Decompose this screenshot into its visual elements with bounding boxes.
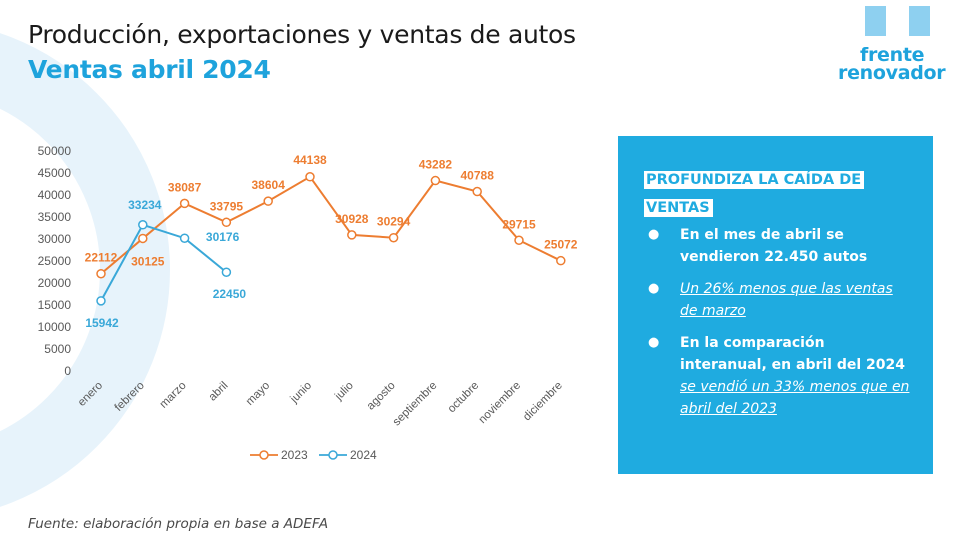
y-axis: 0 5000 10000 15000 20000 25000 30000 35000 40000…	[38, 144, 72, 378]
data-label-2023-junio: 44138	[293, 153, 327, 167]
data-label-2023-diciembre: 25072	[544, 238, 578, 252]
page-title: Producción, exportaciones y ventas de au…	[28, 20, 576, 49]
data-point-2023-agosto[interactable]	[388, 232, 399, 243]
x-tick-label: marzo	[158, 380, 189, 411]
x-tick-label: diciembre	[521, 380, 565, 424]
series-line-2023	[100, 175, 562, 275]
y-tick-label: 35000	[38, 210, 72, 224]
data-label-2023-noviembre: 29715	[502, 217, 536, 231]
y-tick-label: 5000	[44, 342, 71, 356]
info-bullet-text: En el mes de abril se vendieron 22.450 a…	[680, 227, 868, 265]
x-tick-label: septiembre	[391, 380, 440, 429]
data-point-2023-julio[interactable]	[347, 230, 357, 240]
logo-bar-left	[865, 6, 886, 36]
info-bullet-item: ● Un 26% menos que las ventas de marzo	[644, 278, 913, 322]
info-heading-line1: PROFUNDIZA LA CAÍDA DE	[644, 171, 865, 189]
x-tick-label: enero	[76, 380, 105, 409]
data-point-2023-abril[interactable]	[221, 217, 232, 228]
logo-word-frente: frente	[860, 44, 925, 66]
y-tick-label: 40000	[38, 188, 72, 202]
frente-renovador-logo: frente renovador	[836, 6, 962, 86]
data-labels: 22112 30125 38087 33795 38604 44138 30928 30294…	[85, 153, 578, 330]
y-tick-label: 50000	[38, 144, 72, 158]
info-bullet-emphasis: Un 26% menos que las ventas de marzo	[680, 281, 893, 319]
legend-marker-2024	[328, 450, 338, 460]
data-point-2023-febrero[interactable]	[138, 233, 148, 244]
data-point-2023-enero[interactable]	[96, 268, 106, 279]
data-label-2024-abril: 22450	[213, 287, 247, 301]
y-tick-label: 25000	[38, 254, 72, 268]
info-bullet-text: En la comparación interanual, en abril d…	[680, 335, 906, 373]
y-tick-label: 30000	[38, 232, 72, 246]
x-tick-label: octubre	[446, 380, 482, 416]
data-point-2023-mayo[interactable]	[263, 196, 273, 206]
data-label-2023-mayo: 38604	[252, 178, 286, 192]
data-point-2023-junio[interactable]	[305, 172, 315, 182]
bullet-icon: ●	[648, 335, 660, 350]
page-subtitle: Ventas abril 2024	[28, 55, 271, 84]
x-tick-label: agosto	[365, 380, 398, 413]
data-label-2023-julio: 30928	[335, 212, 369, 226]
data-label-2023-abril: 33795	[210, 199, 244, 213]
data-label-2023-octubre: 40788	[461, 169, 495, 183]
series-lines	[96, 172, 566, 306]
data-point-2023-octubre[interactable]	[472, 186, 482, 197]
data-label-2024-enero: 15942	[85, 316, 119, 330]
data-label-2023-enero: 22112	[85, 251, 118, 265]
legend-label-2023: 2023	[281, 448, 308, 462]
info-bullet-emphasis: se vendió un 33% menos que en abril del …	[680, 379, 910, 417]
x-tick-label: junio	[288, 380, 314, 406]
x-tick-label: mayo	[244, 380, 272, 408]
data-point-2023-marzo[interactable]	[179, 198, 190, 209]
data-point-2023-noviembre[interactable]	[514, 235, 524, 246]
chart-legend: 2023 2024	[250, 448, 377, 462]
y-tick-label: 45000	[38, 166, 72, 180]
data-point-2023-septiembre[interactable]	[430, 175, 441, 186]
info-heading-line2: VENTAS	[644, 199, 713, 217]
info-panel: PROFUNDIZA LA CAÍDA DE VENTAS ● En el me…	[618, 136, 933, 474]
info-bullet-item: ● En el mes de abril se vendieron 22.450…	[644, 224, 913, 268]
x-axis: enero febrero marzo abril mayo junio julio agos…	[76, 380, 565, 429]
info-bullet-list: ● En el mes de abril se vendieron 22.450…	[644, 224, 913, 420]
x-tick-label: julio	[332, 380, 356, 404]
y-tick-label: 15000	[38, 298, 72, 312]
logo-word-renovador: renovador	[838, 62, 946, 84]
y-tick-label: 0	[64, 364, 71, 378]
data-point-2023-diciembre[interactable]	[556, 255, 566, 266]
x-tick-label: febrero	[113, 380, 147, 414]
y-tick-label: 10000	[38, 320, 72, 334]
y-tick-label: 20000	[38, 276, 72, 290]
data-point-2024-enero[interactable]	[96, 296, 106, 306]
data-label-2023-agosto: 30294	[377, 215, 411, 229]
legend-label-2024: 2024	[350, 448, 377, 462]
data-label-2023-marzo: 38087	[168, 180, 202, 194]
info-bullet-item: ● En la comparación interanual, en abril…	[644, 332, 913, 420]
data-label-2024-febrero: 33234	[128, 198, 162, 212]
legend-marker-2023	[259, 450, 269, 460]
x-tick-label: noviembre	[477, 380, 523, 426]
bullet-icon: ●	[648, 227, 660, 242]
data-point-2024-abril[interactable]	[221, 267, 232, 277]
data-point-2024-febrero[interactable]	[138, 220, 148, 230]
logo-bar-right	[909, 6, 930, 36]
data-point-2024-marzo[interactable]	[179, 233, 190, 243]
legend-item-2024[interactable]: 2024	[319, 448, 377, 462]
source-note: Fuente: elaboración propia en base a ADE…	[28, 516, 329, 532]
series-line-2024	[100, 223, 228, 302]
data-label-2023-septiembre: 43282	[419, 158, 453, 172]
bullet-icon: ●	[648, 281, 660, 296]
data-label-2023-febrero: 30125	[131, 254, 165, 268]
data-label-2024-marzo: 30176	[206, 230, 240, 244]
legend-item-2023[interactable]: 2023	[250, 448, 308, 462]
info-heading: PROFUNDIZA LA CAÍDA DE VENTAS	[644, 166, 913, 222]
x-tick-label: abril	[207, 380, 231, 404]
